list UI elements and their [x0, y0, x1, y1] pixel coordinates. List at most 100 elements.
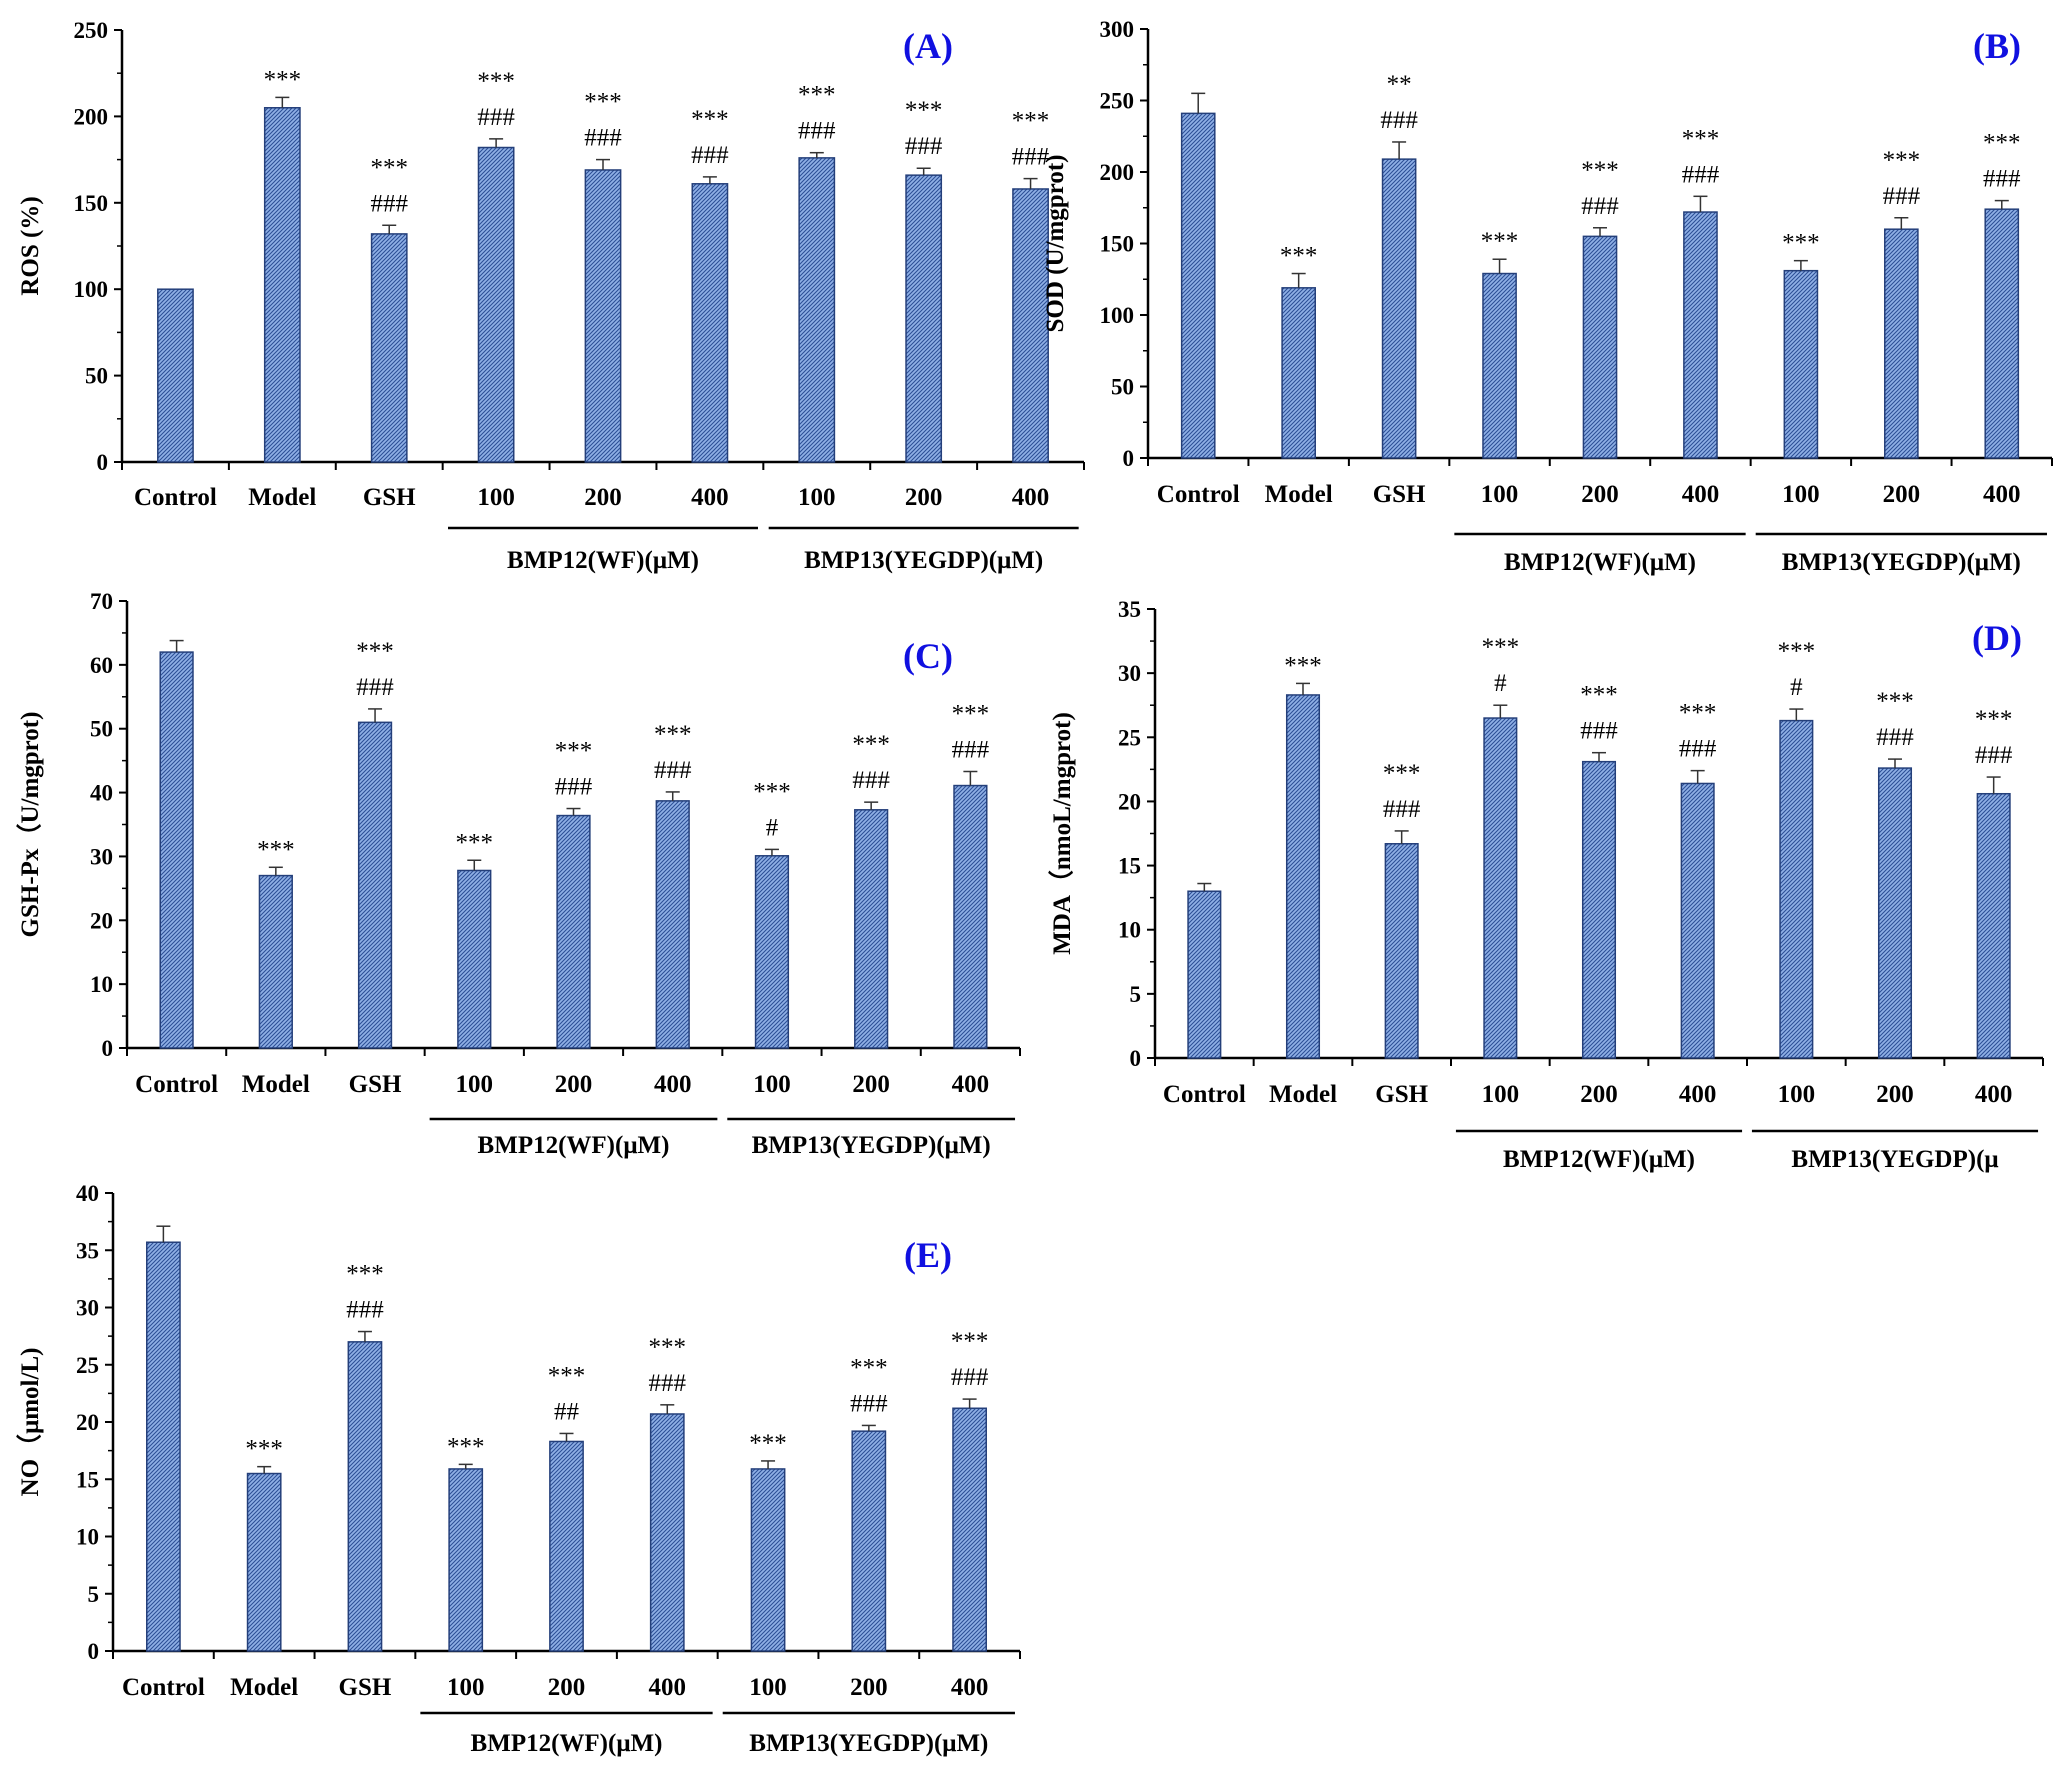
y-tick-label: 200	[74, 104, 109, 129]
bar	[649, 1413, 685, 1652]
category-label: 100	[1782, 481, 1820, 508]
significance-stars: ***	[548, 1362, 586, 1389]
category-label: 200	[555, 1071, 593, 1098]
significance-stars: ***	[1876, 688, 1914, 715]
y-tick-label: 50	[1111, 375, 1134, 400]
significance-stars: ***	[852, 731, 890, 758]
chart-panel-a: 0 50 100 150 200 250 ROS (%) (A) Control Model ***…	[17, 18, 1085, 574]
bar	[1581, 760, 1617, 1059]
y-tick-label: 30	[90, 844, 113, 869]
group-label: BMP12(WF)(μM)	[478, 1132, 670, 1159]
y-tick-label: 35	[76, 1238, 99, 1263]
bar	[584, 169, 622, 463]
y-tick-label: 25	[76, 1353, 99, 1378]
bar	[549, 1440, 584, 1652]
category-label: GSH	[339, 1674, 392, 1701]
significance-stars: ***	[1778, 638, 1816, 665]
significance-stars: ***	[1383, 760, 1421, 787]
significance-stars: ***	[952, 700, 990, 727]
significance-stars: ***	[1682, 125, 1720, 152]
significance-stars: ***	[370, 154, 408, 181]
bar	[157, 288, 194, 463]
group-label: BMP12(WF)(μM)	[471, 1730, 663, 1757]
bar	[477, 146, 515, 463]
y-tick-label: 100	[74, 277, 109, 302]
significance-hash: ###	[555, 774, 593, 801]
significance-stars: ***	[346, 1261, 384, 1288]
y-tick-label: 5	[88, 1582, 100, 1607]
category-label: GSH	[1375, 1081, 1428, 1108]
category-label: 400	[1679, 1081, 1717, 1108]
bar	[1984, 208, 2020, 459]
bar	[1779, 719, 1814, 1059]
bar	[750, 1468, 786, 1652]
y-tick-label: 0	[102, 1036, 114, 1061]
bar	[347, 1341, 383, 1652]
group-label: BMP12(WF)(μM)	[507, 547, 699, 574]
y-tick-label: 50	[90, 717, 113, 742]
significance-stars: ***	[753, 778, 791, 805]
significance-hash: ###	[798, 118, 836, 145]
category-label: 100	[456, 1071, 494, 1098]
significance-hash: #	[766, 814, 779, 841]
category-label: Control	[1157, 481, 1240, 508]
significance-stars: ***	[456, 829, 494, 856]
y-axis-title: GSH-Px（U/mgprot)	[15, 712, 44, 938]
bar	[457, 869, 492, 1049]
y-axis-title: MDA（nmoL/mgprot)	[1047, 712, 1076, 955]
category-label: Model	[230, 1674, 298, 1701]
y-tick-label: 10	[90, 972, 113, 997]
bar	[1482, 272, 1517, 459]
significance-stars: ***	[1581, 157, 1619, 184]
panel-label: (E)	[904, 1235, 952, 1275]
panel-label: (D)	[1972, 618, 2022, 658]
significance-hash: ###	[1679, 736, 1717, 763]
category-label: 100	[1482, 1081, 1520, 1108]
significance-stars: ***	[447, 1433, 485, 1460]
category-label: 200	[584, 484, 622, 511]
category-label: Model	[242, 1071, 310, 1098]
bar	[1680, 782, 1715, 1059]
category-label: 200	[548, 1674, 586, 1701]
bar	[1381, 158, 1417, 459]
significance-hash: ###	[852, 767, 890, 794]
bar	[1281, 287, 1316, 459]
bar	[146, 1241, 181, 1652]
bar	[952, 1407, 987, 1652]
significance-hash: ###	[584, 125, 622, 152]
y-tick-label: 40	[90, 781, 113, 806]
category-label: 400	[649, 1674, 687, 1701]
bar	[1384, 843, 1419, 1059]
bar	[1783, 269, 1819, 459]
bar	[1187, 890, 1222, 1059]
chart-panel-e: 0 5 10 15 20 25 30 35 40 NO（μmol/L) (E) Control Mode…	[15, 1181, 1021, 1757]
significance-hash: ###	[905, 133, 943, 160]
y-tick-label: 0	[1130, 1046, 1142, 1071]
significance-hash: #	[1790, 674, 1803, 701]
category-label: 400	[951, 1674, 989, 1701]
category-label: 100	[753, 1071, 791, 1098]
group-label: BMP13(YEGDP)(μ	[1791, 1146, 1998, 1173]
category-label: 400	[691, 484, 729, 511]
y-axis-title: SOD (U/mgprot)	[1042, 154, 1069, 332]
bar	[851, 1430, 887, 1652]
bar	[1582, 235, 1618, 459]
bar	[263, 107, 301, 463]
y-tick-label: 100	[1100, 303, 1135, 328]
significance-stars: ***	[555, 738, 593, 765]
category-label: Control	[1163, 1081, 1246, 1108]
y-tick-label: 150	[1100, 232, 1135, 257]
bar	[246, 1472, 282, 1652]
category-label: 100	[749, 1674, 787, 1701]
significance-stars: ***	[1284, 652, 1322, 679]
significance-stars: ***	[649, 1334, 687, 1361]
y-tick-label: 40	[76, 1181, 99, 1206]
category-label: 100	[447, 1674, 485, 1701]
significance-stars: ***	[1482, 634, 1520, 661]
significance-stars: ***	[264, 66, 302, 93]
y-tick-label: 0	[1123, 446, 1135, 471]
significance-stars: ***	[1280, 243, 1318, 270]
y-tick-label: 10	[76, 1525, 99, 1550]
bar	[370, 233, 408, 463]
bar	[953, 784, 988, 1049]
